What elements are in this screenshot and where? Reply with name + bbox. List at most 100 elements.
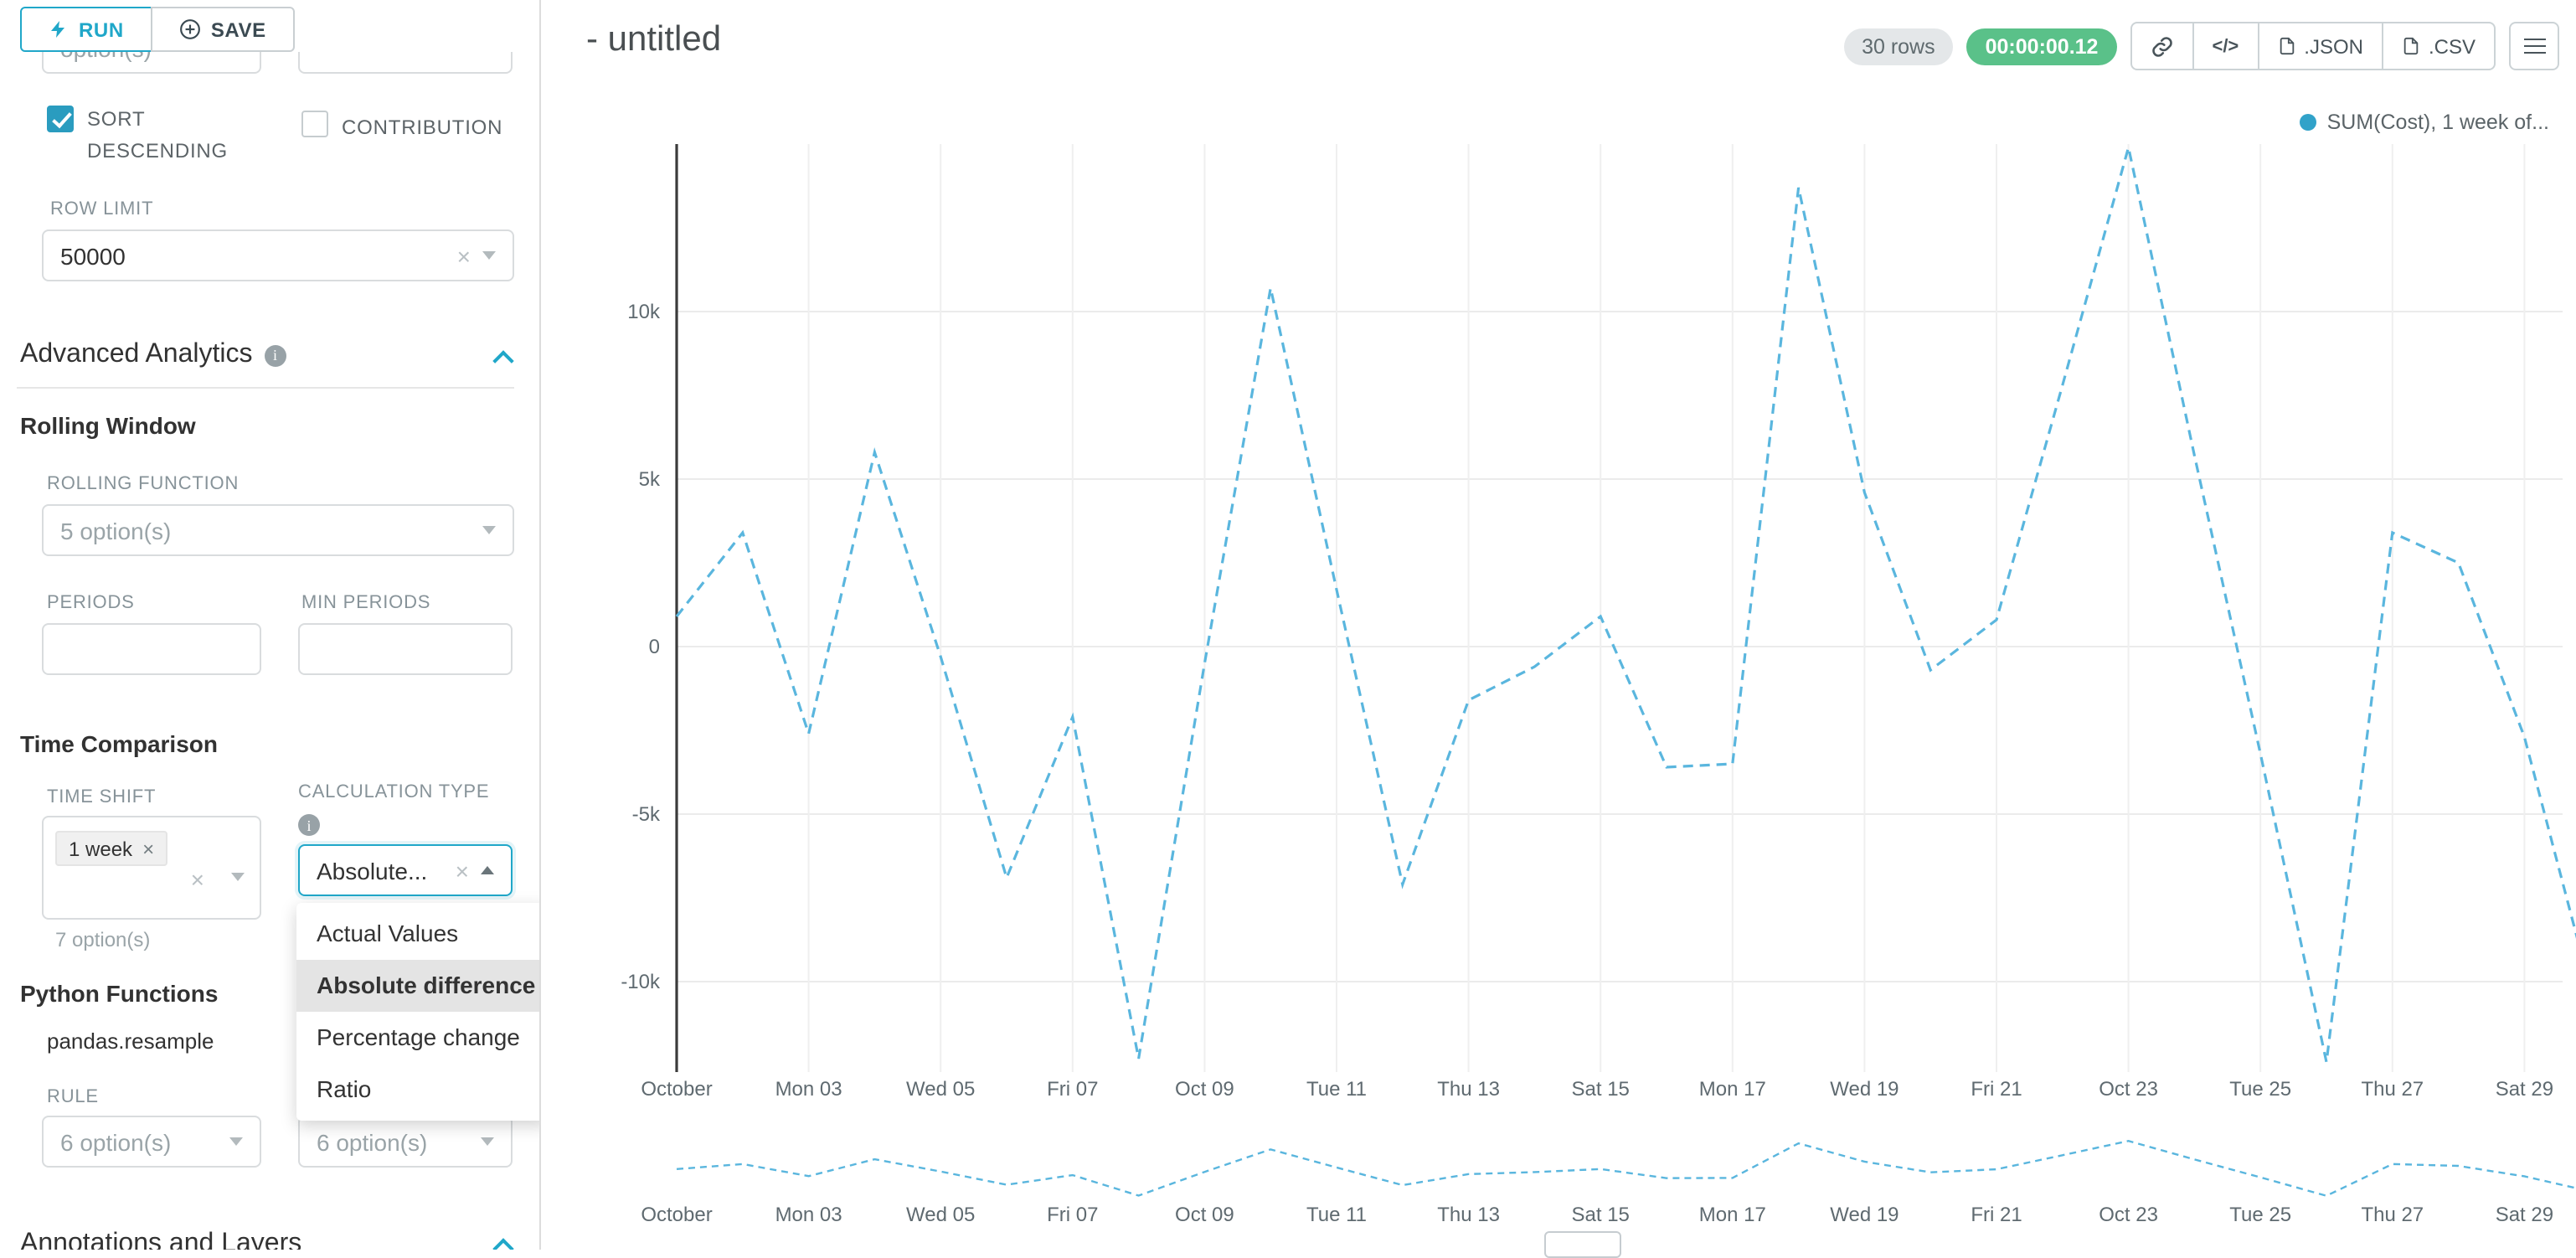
time-shift-label: TIME SHIFT <box>47 787 157 807</box>
calculation-type-menu: Actual Values Absolute difference Percenta… <box>296 903 539 1121</box>
svg-text:Tue 25: Tue 25 <box>2229 1204 2291 1226</box>
calculation-type-option[interactable]: Percentage change <box>317 1023 520 1050</box>
periods-input[interactable] <box>42 623 261 675</box>
time-shift-tag-label: 1 week <box>69 837 133 860</box>
chevron-down-icon <box>482 251 496 260</box>
svg-text:Sat 29: Sat 29 <box>2496 1078 2553 1101</box>
calculation-type-label: CALCULATION TYPE <box>298 782 490 802</box>
clear-icon[interactable]: × <box>190 866 204 893</box>
min-periods-input[interactable] <box>298 623 513 675</box>
collapse-chevron-icon[interactable] <box>492 350 514 372</box>
python-function-name: pandas.resample <box>47 1029 214 1054</box>
rule-placeholder-1: 6 option(s) <box>60 1128 172 1155</box>
svg-text:Oct 23: Oct 23 <box>2099 1204 2158 1226</box>
clear-icon[interactable]: × <box>455 857 469 884</box>
time-shift-hint: 7 option(s) <box>55 928 151 951</box>
run-button[interactable]: RUN <box>20 7 152 52</box>
chevron-down-icon <box>482 526 496 534</box>
copy-link-button[interactable] <box>2130 22 2194 70</box>
calculation-type-option[interactable]: Actual Values <box>317 920 459 946</box>
chevron-down-icon <box>481 1137 494 1146</box>
svg-text:Fri 21: Fri 21 <box>1971 1204 2022 1226</box>
svg-text:Sat 15: Sat 15 <box>1572 1078 1630 1101</box>
result-toolbar: 30 rows 00:00:00.12 </> .JSON <box>1843 22 2559 70</box>
svg-text:Oct 09: Oct 09 <box>1175 1204 1234 1226</box>
remove-tag-icon[interactable]: × <box>142 837 155 860</box>
annotations-title: Annotations and Layers <box>20 1230 302 1250</box>
python-functions-title: Python Functions <box>20 980 219 1007</box>
svg-text:10k: 10k <box>627 301 661 323</box>
link-icon <box>2151 36 2172 56</box>
chevron-down-icon <box>231 873 245 881</box>
rolling-window-title: Rolling Window <box>20 412 196 439</box>
more-options-button[interactable] <box>2509 22 2559 70</box>
chart-panel: - untitled 30 rows 00:00:00.12 </> .JSON <box>543 0 2576 1258</box>
json-button-label: .JSON <box>2304 34 2363 58</box>
collapse-chevron-icon[interactable] <box>492 1238 514 1250</box>
svg-text:Mon 03: Mon 03 <box>775 1078 842 1101</box>
export-button-group: </> .JSON .CSV <box>2130 22 2496 70</box>
sort-descending-checkbox[interactable] <box>47 106 74 132</box>
svg-text:Oct 23: Oct 23 <box>2099 1078 2158 1101</box>
download-csv-button[interactable]: .CSV <box>2381 22 2496 70</box>
advanced-analytics-title: Advanced Analytics <box>20 340 253 369</box>
svg-text:Tue 25: Tue 25 <box>2229 1078 2291 1101</box>
embed-code-button[interactable]: </> <box>2192 22 2259 70</box>
svg-text:Wed 05: Wed 05 <box>906 1078 975 1101</box>
rule-select-1[interactable]: 6 option(s) <box>42 1116 261 1168</box>
svg-text:Fri 07: Fri 07 <box>1047 1204 1098 1226</box>
time-shift-select[interactable]: 1 week × × <box>42 816 261 920</box>
svg-text:Tue 11: Tue 11 <box>1306 1204 1367 1226</box>
svg-text:October: October <box>641 1204 712 1226</box>
section-divider <box>17 387 514 389</box>
svg-text:Fri 21: Fri 21 <box>1971 1078 2022 1101</box>
svg-text:Sat 29: Sat 29 <box>2496 1204 2553 1226</box>
svg-text:Mon 17: Mon 17 <box>1699 1204 1766 1226</box>
save-button[interactable]: SAVE <box>150 7 295 52</box>
annotations-header[interactable]: Annotations and Layers <box>20 1230 301 1250</box>
timeseries-chart[interactable]: 10k 5k 0 -5k -10k October October Mon 03 Mon 03 W… <box>543 0 2576 1250</box>
rolling-function-select[interactable]: 5 option(s) <box>42 504 514 556</box>
periods-label: PERIODS <box>47 593 135 613</box>
advanced-analytics-header[interactable]: Advanced Analytics i <box>20 340 286 370</box>
calculation-type-option[interactable]: Ratio <box>317 1075 372 1102</box>
row-limit-value: 50000 <box>60 242 126 269</box>
calculation-type-select[interactable]: Absolute... × <box>298 844 513 896</box>
run-button-label: RUN <box>79 18 124 41</box>
clear-icon[interactable]: × <box>456 242 471 269</box>
lightning-icon <box>51 21 64 38</box>
svg-text:Mon 03: Mon 03 <box>775 1204 842 1226</box>
page-title: - untitled <box>586 20 722 59</box>
svg-text:-5k: -5k <box>632 803 661 826</box>
info-icon: i <box>298 814 320 836</box>
contribution-checkbox[interactable] <box>301 111 328 137</box>
csv-button-label: .CSV <box>2428 34 2476 58</box>
min-periods-label: MIN PERIODS <box>301 593 431 613</box>
svg-text:Thu 27: Thu 27 <box>2361 1078 2424 1101</box>
row-limit-select[interactable]: 50000 × <box>42 229 514 281</box>
rule-placeholder-2: 6 option(s) <box>317 1128 428 1155</box>
calculation-type-value: Absolute... <box>317 857 428 884</box>
svg-text:Wed 05: Wed 05 <box>906 1204 975 1226</box>
svg-text:Mon 17: Mon 17 <box>1699 1078 1766 1101</box>
time-shift-tag[interactable]: 1 week × <box>55 831 168 866</box>
save-button-label: SAVE <box>210 18 266 41</box>
sort-descending-label: SORT DESCENDING <box>87 107 229 162</box>
svg-text:Tue 11: Tue 11 <box>1306 1078 1367 1101</box>
plus-circle-icon <box>179 19 200 39</box>
query-toolbar: RUN SAVE <box>0 0 539 52</box>
control-panel: option(s) RUN SAVE SORT DESCENDING CONTR… <box>0 0 541 1250</box>
file-icon <box>2403 37 2419 55</box>
calculation-type-option[interactable]: Absolute difference <box>296 960 539 1012</box>
chart-legend[interactable]: SUM(Cost), 1 week of... <box>2300 111 2549 134</box>
row-limit-label: ROW LIMIT <box>50 199 154 219</box>
code-icon: </> <box>2212 36 2239 56</box>
svg-text:5k: 5k <box>639 468 661 491</box>
svg-text:Thu 13: Thu 13 <box>1437 1078 1500 1101</box>
contribution-label: CONTRIBUTION <box>342 116 503 139</box>
rule-select-2[interactable]: 6 option(s) <box>298 1116 513 1168</box>
download-json-button[interactable]: .JSON <box>2257 22 2383 70</box>
chart-footer-box[interactable] <box>1544 1231 1621 1258</box>
chevron-up-icon <box>481 866 494 874</box>
